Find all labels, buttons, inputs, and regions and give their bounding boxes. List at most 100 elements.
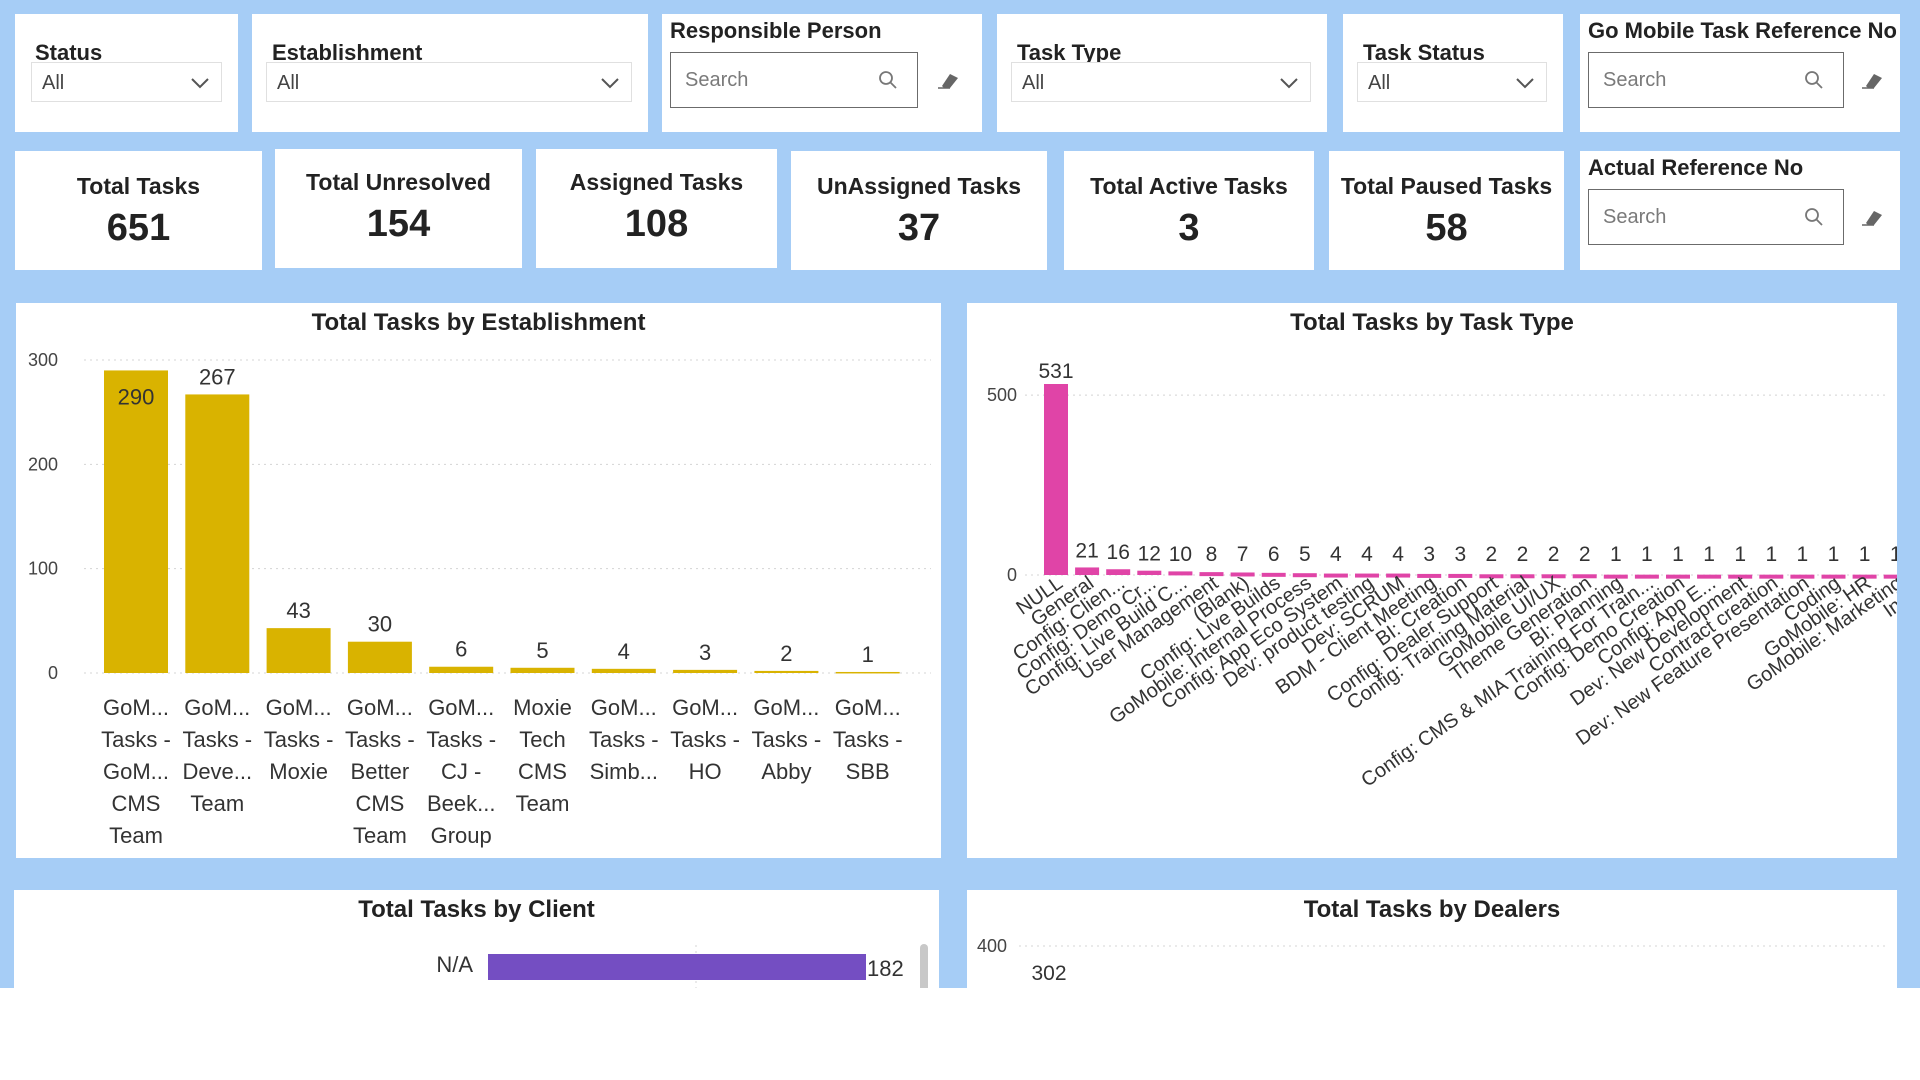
data-label: 1 bbox=[1672, 543, 1684, 566]
bar bbox=[1448, 573, 1473, 578]
task-type-dropdown[interactable]: All bbox=[1011, 62, 1311, 102]
data-label: 1 bbox=[1641, 543, 1653, 566]
bar bbox=[1790, 574, 1815, 579]
data-label: 10 bbox=[1169, 543, 1192, 566]
bar bbox=[1292, 573, 1317, 578]
x-tick-label: Tasks - bbox=[426, 727, 496, 752]
establishment-slicer-title: Establishment bbox=[272, 40, 423, 65]
y-tick-label: 500 bbox=[987, 385, 1017, 405]
y-tick-label: 100 bbox=[28, 559, 58, 579]
x-tick-label: Tasks - bbox=[264, 727, 334, 752]
x-tick-label: CMS bbox=[112, 791, 161, 816]
y-tick-label: 400 bbox=[977, 936, 1007, 956]
kpi-total-active-tasks: Total Active Tasks 3 bbox=[1064, 151, 1314, 270]
bar bbox=[266, 628, 331, 673]
bar bbox=[347, 641, 412, 673]
y-tick-label: 200 bbox=[28, 454, 58, 474]
bar bbox=[1883, 574, 1897, 579]
data-label: 2 bbox=[1548, 543, 1560, 566]
chart-title: Total Tasks by Establishment bbox=[311, 309, 646, 336]
task-type-slicer: Task Type All bbox=[997, 14, 1327, 132]
kpi-total-paused-tasks: Total Paused Tasks 58 bbox=[1329, 151, 1564, 270]
task-status-dropdown[interactable]: All bbox=[1357, 62, 1547, 102]
bar bbox=[429, 666, 494, 673]
responsible-person-search-input[interactable] bbox=[685, 65, 875, 95]
actual-reference-slicer: Actual Reference No bbox=[1580, 151, 1900, 270]
kpi-value: 3 bbox=[1178, 207, 1200, 249]
data-label: 12 bbox=[1138, 543, 1161, 566]
data-label: 290 bbox=[118, 384, 155, 409]
data-label: 1 bbox=[862, 642, 874, 667]
data-label: 6 bbox=[455, 637, 467, 662]
y-tick-label: 300 bbox=[28, 350, 58, 370]
bar bbox=[673, 669, 738, 673]
x-tick-label: Team bbox=[516, 791, 570, 816]
x-tick-label: GoM... bbox=[753, 695, 819, 720]
data-label: 4 bbox=[1361, 543, 1373, 566]
data-label: 4 bbox=[1330, 543, 1342, 566]
bar bbox=[835, 671, 900, 674]
kpi-label: Total Paused Tasks bbox=[1340, 173, 1553, 199]
establishment-dropdown-value: All bbox=[277, 72, 300, 94]
x-tick-label: Group bbox=[431, 823, 492, 848]
search-icon[interactable] bbox=[877, 69, 899, 91]
chart-title: Total Tasks by Dealers bbox=[1303, 896, 1561, 923]
establishment-dropdown[interactable]: All bbox=[266, 62, 632, 102]
data-label: 5 bbox=[1299, 543, 1311, 566]
establishment-bar-chart: 0 100 200 300 290 GoM... Tasks - GoM... CMS Team 2… bbox=[28, 350, 931, 848]
bar bbox=[1666, 574, 1690, 579]
x-tick-label: Tasks - bbox=[670, 727, 740, 752]
y-tick-label: N/A bbox=[436, 952, 473, 977]
bar bbox=[1168, 571, 1193, 576]
actual-reference-search-input[interactable] bbox=[1603, 202, 1793, 232]
task-status-slicer: Task Status All bbox=[1343, 14, 1563, 132]
status-dropdown[interactable]: All bbox=[31, 62, 222, 102]
task-type-dropdown-value: All bbox=[1022, 72, 1045, 94]
data-label: 6 bbox=[1268, 543, 1280, 566]
data-label: 3 bbox=[1454, 543, 1466, 566]
x-tick-label: Tasks - bbox=[752, 727, 822, 752]
data-label: 1 bbox=[1765, 543, 1777, 566]
chart-title: Total Tasks by Task Type bbox=[1290, 309, 1574, 336]
bar bbox=[1759, 574, 1784, 579]
eraser-icon[interactable] bbox=[936, 70, 960, 90]
responsible-person-slicer: Responsible Person bbox=[662, 14, 982, 132]
x-tick-label: GoM... bbox=[428, 695, 494, 720]
x-tick-label: SBB bbox=[846, 759, 890, 784]
eraser-icon[interactable] bbox=[1860, 207, 1884, 227]
x-tick-label: Team bbox=[109, 823, 163, 848]
x-tick-label: GoM... bbox=[347, 695, 413, 720]
gomobile-reference-search[interactable] bbox=[1588, 52, 1844, 108]
x-tick-label: GoM... bbox=[835, 695, 901, 720]
bar bbox=[1479, 574, 1504, 579]
bar bbox=[1728, 574, 1753, 579]
bar bbox=[1137, 570, 1162, 575]
status-dropdown-value: All bbox=[42, 72, 65, 94]
bar bbox=[1821, 574, 1846, 579]
actual-reference-search[interactable] bbox=[1588, 189, 1844, 245]
kpi-value: 108 bbox=[624, 203, 689, 245]
kpi-total-unresolved: Total Unresolved 154 bbox=[275, 149, 522, 268]
status-slicer: Status All bbox=[15, 14, 238, 132]
establishment-chart-panel: Total Tasks by Establishment 0 100 200 300 2… bbox=[16, 303, 941, 858]
eraser-icon[interactable] bbox=[1860, 70, 1884, 90]
bar bbox=[1230, 572, 1255, 577]
search-icon[interactable] bbox=[1803, 206, 1825, 228]
bar bbox=[1634, 574, 1659, 579]
search-icon[interactable] bbox=[1803, 69, 1825, 91]
responsible-person-search[interactable] bbox=[670, 52, 918, 108]
gomobile-reference-search-input[interactable] bbox=[1603, 65, 1793, 95]
data-label: 7 bbox=[1237, 543, 1249, 566]
x-tick-label: Tech bbox=[519, 727, 565, 752]
bar bbox=[1603, 574, 1628, 579]
data-label: 30 bbox=[368, 612, 392, 637]
kpi-label: Total Tasks bbox=[76, 173, 201, 199]
x-tick-label: Beek... bbox=[427, 791, 495, 816]
bar bbox=[1386, 573, 1411, 578]
kpi-assigned-tasks: Assigned Tasks 108 bbox=[536, 149, 777, 268]
bar bbox=[1199, 572, 1224, 577]
kpi-value: 37 bbox=[897, 207, 941, 249]
bar bbox=[1852, 574, 1877, 579]
x-tick-label: GoM... bbox=[184, 695, 250, 720]
kpi-label: Assigned Tasks bbox=[569, 169, 744, 195]
